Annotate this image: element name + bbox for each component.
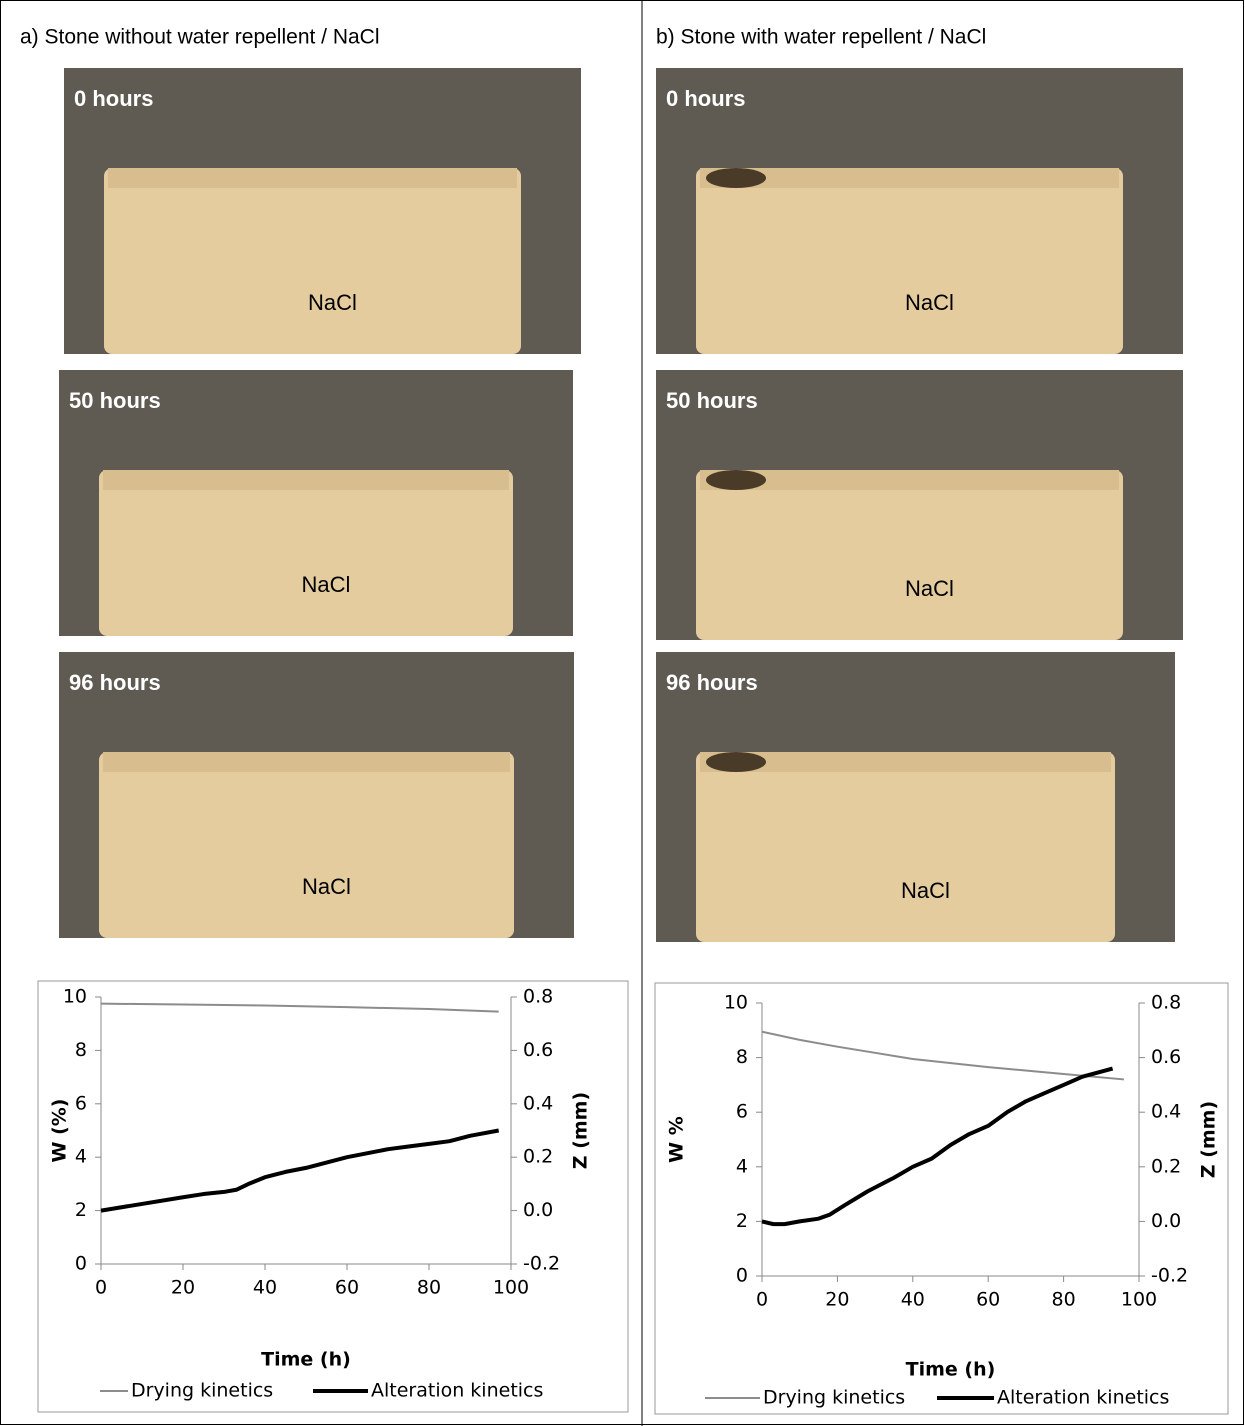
stone-top (103, 752, 510, 772)
y2-tick-label: 0.0 (1151, 1210, 1181, 1232)
x-tick-label: 60 (976, 1289, 1000, 1311)
y-tick-label: 0 (736, 1265, 748, 1287)
x-tick-label: 0 (95, 1277, 107, 1299)
panel-title: b) Stone with water repellent / NaCl (656, 26, 986, 49)
y2-tick-label: 0.2 (1151, 1155, 1181, 1177)
y2-axis-title: Z (mm) (570, 1092, 592, 1169)
x-tick-label: 80 (1052, 1289, 1076, 1311)
panel-title: a) Stone without water repellent / NaCl (20, 26, 380, 49)
photo-label: NaCl (905, 290, 954, 315)
y2-tick-label: 0.6 (1151, 1046, 1181, 1068)
y-tick-label: 10 (724, 992, 748, 1014)
y-tick-label: 2 (736, 1210, 748, 1232)
y2-tick-label: 0.6 (523, 1039, 553, 1061)
x-tick-label: 20 (171, 1277, 195, 1299)
stone-top (103, 470, 509, 490)
x-tick-label: 60 (335, 1277, 359, 1299)
x-tick-label: 80 (417, 1277, 441, 1299)
y-tick-label: 6 (736, 1101, 748, 1123)
photo-label: NaCl (308, 290, 357, 315)
y-tick-label: 6 (75, 1092, 87, 1114)
photo-label: NaCl (302, 874, 351, 899)
legend-label: Alteration kinetics (997, 1387, 1169, 1409)
x-axis-title: Time (h) (261, 1349, 351, 1371)
y-axis-title: W (%) (49, 1099, 71, 1163)
y-tick-label: 2 (75, 1199, 87, 1221)
stone (696, 752, 1115, 942)
y2-tick-label: 0.4 (523, 1092, 553, 1114)
stone (99, 752, 514, 938)
repellent-stain (706, 752, 766, 772)
photo-label: NaCl (901, 878, 950, 903)
x-tick-label: 40 (253, 1277, 277, 1299)
series-line (101, 1004, 499, 1012)
stone-top (108, 168, 517, 188)
y2-tick-label: -0.2 (1151, 1265, 1188, 1287)
y-axis-title: W % (666, 1116, 688, 1163)
time-label: 96 hours (69, 670, 161, 695)
photo-label: NaCl (302, 572, 351, 597)
y-tick-label: 8 (736, 1046, 748, 1068)
stone (696, 470, 1123, 640)
legend-label: Drying kinetics (763, 1387, 905, 1409)
repellent-stain (706, 168, 766, 188)
time-label: 50 hours (666, 388, 758, 413)
x-tick-label: 0 (756, 1289, 768, 1311)
stone (99, 470, 513, 636)
y2-axis-title: Z (mm) (1198, 1101, 1220, 1178)
x-tick-label: 100 (1121, 1289, 1157, 1311)
x-axis-title: Time (h) (906, 1359, 996, 1381)
time-label: 96 hours (666, 670, 758, 695)
figure: a) Stone without water repellent / NaCl 0… (0, 0, 1245, 1426)
series-line (762, 1069, 1113, 1225)
stone (104, 168, 521, 354)
y-tick-label: 4 (736, 1155, 748, 1177)
series-line (101, 1131, 499, 1211)
legend-label: Alteration kinetics (371, 1380, 543, 1402)
y2-tick-label: 0.8 (1151, 992, 1181, 1014)
x-tick-label: 40 (901, 1289, 925, 1311)
series-line (762, 1032, 1124, 1080)
legend-label: Drying kinetics (131, 1380, 273, 1402)
x-tick-label: 100 (493, 1277, 529, 1299)
time-label: 0 hours (666, 86, 745, 111)
photo-label: NaCl (905, 576, 954, 601)
x-tick-label: 20 (825, 1289, 849, 1311)
y2-tick-label: 0.0 (523, 1199, 553, 1221)
time-label: 0 hours (74, 86, 153, 111)
y2-tick-label: 0.4 (1151, 1101, 1181, 1123)
y-tick-label: 10 (63, 986, 87, 1008)
y2-tick-label: -0.2 (523, 1253, 560, 1275)
y-tick-label: 8 (75, 1039, 87, 1061)
y2-tick-label: 0.2 (523, 1146, 553, 1168)
time-label: 50 hours (69, 388, 161, 413)
y2-tick-label: 0.8 (523, 986, 553, 1008)
y-tick-label: 4 (75, 1146, 87, 1168)
repellent-stain (706, 470, 766, 490)
y-tick-label: 0 (75, 1253, 87, 1275)
stone (696, 168, 1123, 354)
